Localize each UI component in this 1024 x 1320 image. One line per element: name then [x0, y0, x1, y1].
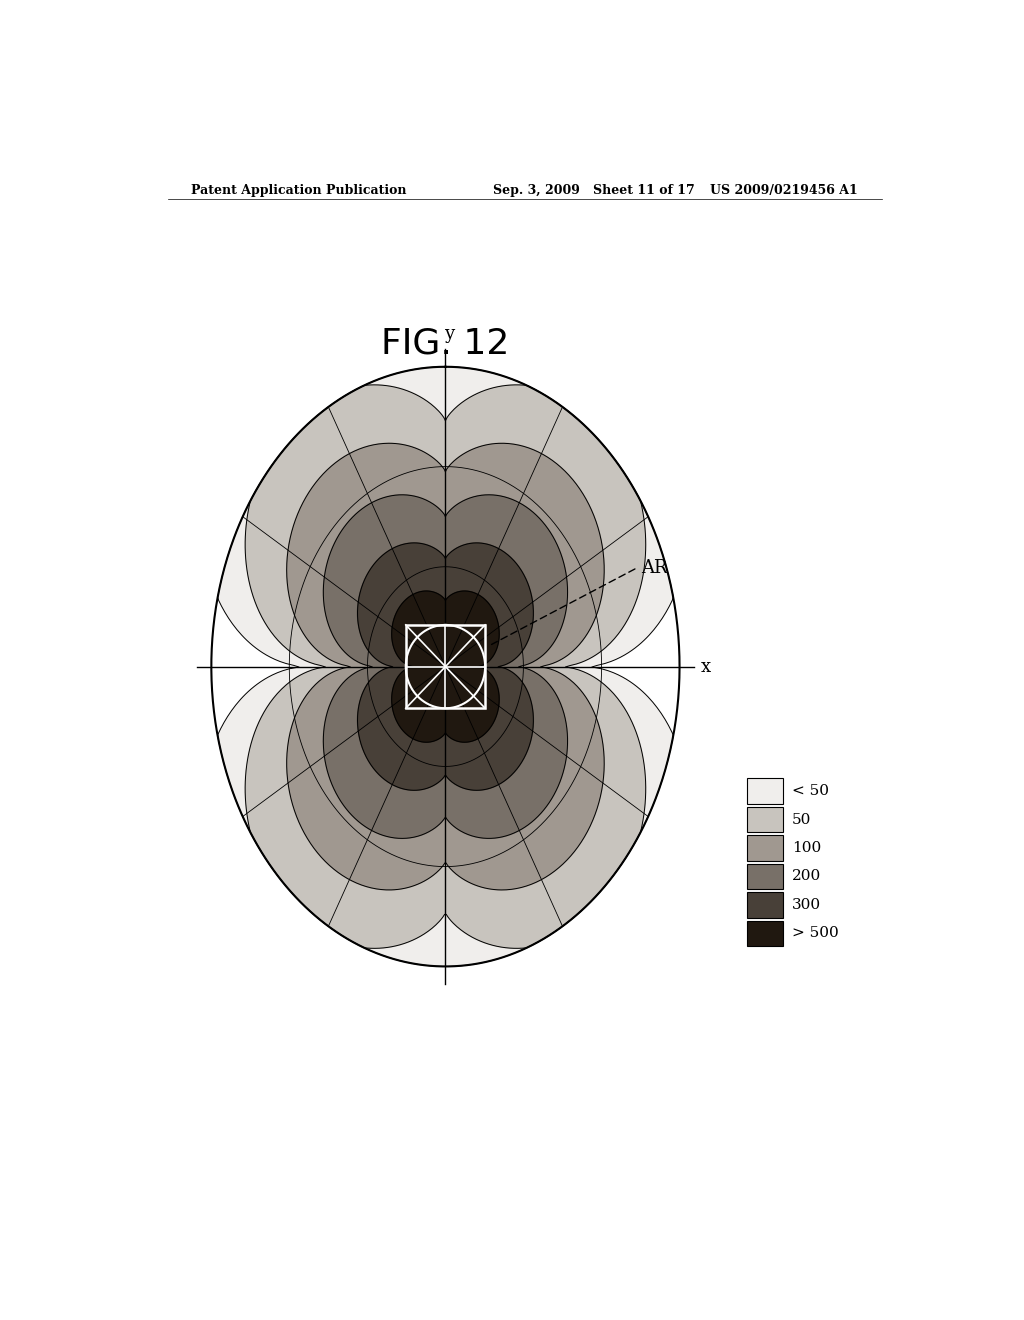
- Text: AR: AR: [641, 558, 668, 577]
- Text: 200: 200: [793, 870, 821, 883]
- Text: 50: 50: [793, 813, 812, 826]
- Polygon shape: [287, 444, 604, 890]
- Text: US 2009/0219456 A1: US 2009/0219456 A1: [711, 183, 858, 197]
- Polygon shape: [218, 367, 673, 966]
- Polygon shape: [324, 495, 567, 838]
- Bar: [748, 807, 782, 833]
- Bar: [748, 863, 782, 890]
- Bar: [406, 624, 485, 709]
- Bar: [748, 921, 782, 946]
- Text: > 500: > 500: [793, 927, 839, 940]
- Text: 100: 100: [793, 841, 821, 855]
- Text: x: x: [700, 657, 711, 676]
- Bar: [748, 892, 782, 917]
- Polygon shape: [392, 591, 499, 742]
- Text: y: y: [444, 325, 455, 343]
- Text: < 50: < 50: [793, 784, 829, 799]
- Bar: [748, 779, 782, 804]
- Text: Sep. 3, 2009   Sheet 11 of 17: Sep. 3, 2009 Sheet 11 of 17: [494, 183, 695, 197]
- Polygon shape: [357, 543, 534, 791]
- Bar: [406, 624, 485, 709]
- Bar: [748, 836, 782, 861]
- Polygon shape: [245, 385, 646, 948]
- Text: FIG. 12: FIG. 12: [381, 326, 510, 360]
- Text: 300: 300: [793, 898, 821, 912]
- Text: Patent Application Publication: Patent Application Publication: [191, 183, 407, 197]
